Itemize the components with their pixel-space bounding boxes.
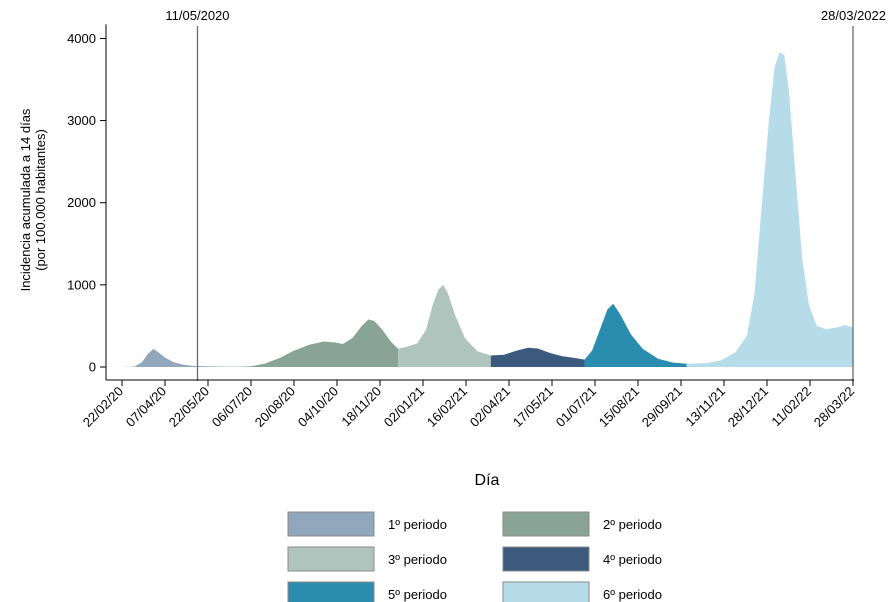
y-tick-label: 2000 — [67, 195, 96, 210]
legend-label-3: 3º periodo — [388, 552, 447, 567]
reference-line-label-2: 28/03/2022 — [821, 8, 886, 23]
legend-swatch-3 — [287, 546, 375, 572]
x-tick-label: 18/11/20 — [338, 384, 384, 430]
y-tick-label: 1000 — [67, 277, 96, 292]
area-periodo-1 — [122, 348, 237, 367]
axes — [105, 24, 854, 381]
x-tick-label: 07/04/20 — [123, 384, 169, 430]
x-tick-label: 11/02/22 — [768, 384, 814, 430]
legend: 1º periodo 2º periodo 3º periodo 4º periodo… — [287, 511, 662, 602]
legend-label-6: 6º periodo — [603, 587, 662, 602]
area-periodo-5 — [584, 303, 687, 367]
legend-label-2: 2º periodo — [603, 517, 662, 532]
x-tick-label: 22/05/20 — [166, 384, 212, 430]
y-axis-title-line-1: Incidencia acumulada a 14 días — [18, 108, 33, 291]
x-tick-label: 16/02/21 — [424, 384, 470, 430]
area-periodo-6 — [686, 52, 853, 368]
x-tick-label: 17/05/21 — [510, 384, 556, 430]
legend-swatch-5 — [287, 581, 375, 602]
x-tick-label: 13/11/21 — [682, 384, 728, 430]
legend-swatch-4 — [502, 546, 590, 572]
x-tick-label: 15/08/21 — [596, 384, 642, 430]
legend-label-1: 1º periodo — [388, 517, 447, 532]
y-ticks: 0 1000 2000 3000 4000 — [67, 31, 106, 375]
y-tick-label: 4000 — [67, 31, 96, 46]
legend-swatch-1 — [287, 511, 375, 537]
x-ticks: 22/02/2007/04/2022/05/2006/07/2020/08/20… — [80, 380, 857, 430]
x-axis-title: Día — [475, 472, 500, 489]
legend-swatch-2 — [502, 511, 590, 537]
reference-lines: 11/05/2020 28/03/2022 — [165, 8, 886, 381]
x-tick-label: 20/08/20 — [252, 384, 298, 430]
x-tick-label: 06/07/20 — [209, 384, 255, 430]
x-tick-label: 02/04/21 — [467, 384, 513, 430]
y-tick-label: 0 — [89, 360, 96, 375]
x-tick-label: 28/03/22 — [811, 384, 857, 430]
y-tick-label: 3000 — [67, 113, 96, 128]
y-axis-title-line-2: (por 100.000 habitantes) — [33, 129, 48, 271]
series-areas — [122, 52, 853, 368]
x-tick-label: 04/10/20 — [295, 384, 341, 430]
area-periodo-3 — [398, 284, 491, 367]
x-tick-label: 02/01/21 — [381, 384, 427, 430]
reference-line-label-1: 11/05/2020 — [165, 8, 229, 23]
x-tick-label: 01/07/21 — [553, 384, 599, 430]
area-periodo-4 — [490, 347, 585, 367]
legend-label-4: 4º periodo — [603, 552, 662, 567]
legend-swatch-6 — [502, 581, 590, 602]
x-tick-label: 28/12/21 — [725, 384, 771, 430]
legend-label-5: 5º periodo — [388, 587, 447, 602]
y-axis-title: Incidencia acumulada a 14 días (por 100.… — [18, 108, 48, 291]
area-periodo-2 — [236, 319, 399, 367]
x-tick-label: 22/02/20 — [80, 384, 126, 430]
x-tick-label: 29/09/21 — [639, 384, 685, 430]
